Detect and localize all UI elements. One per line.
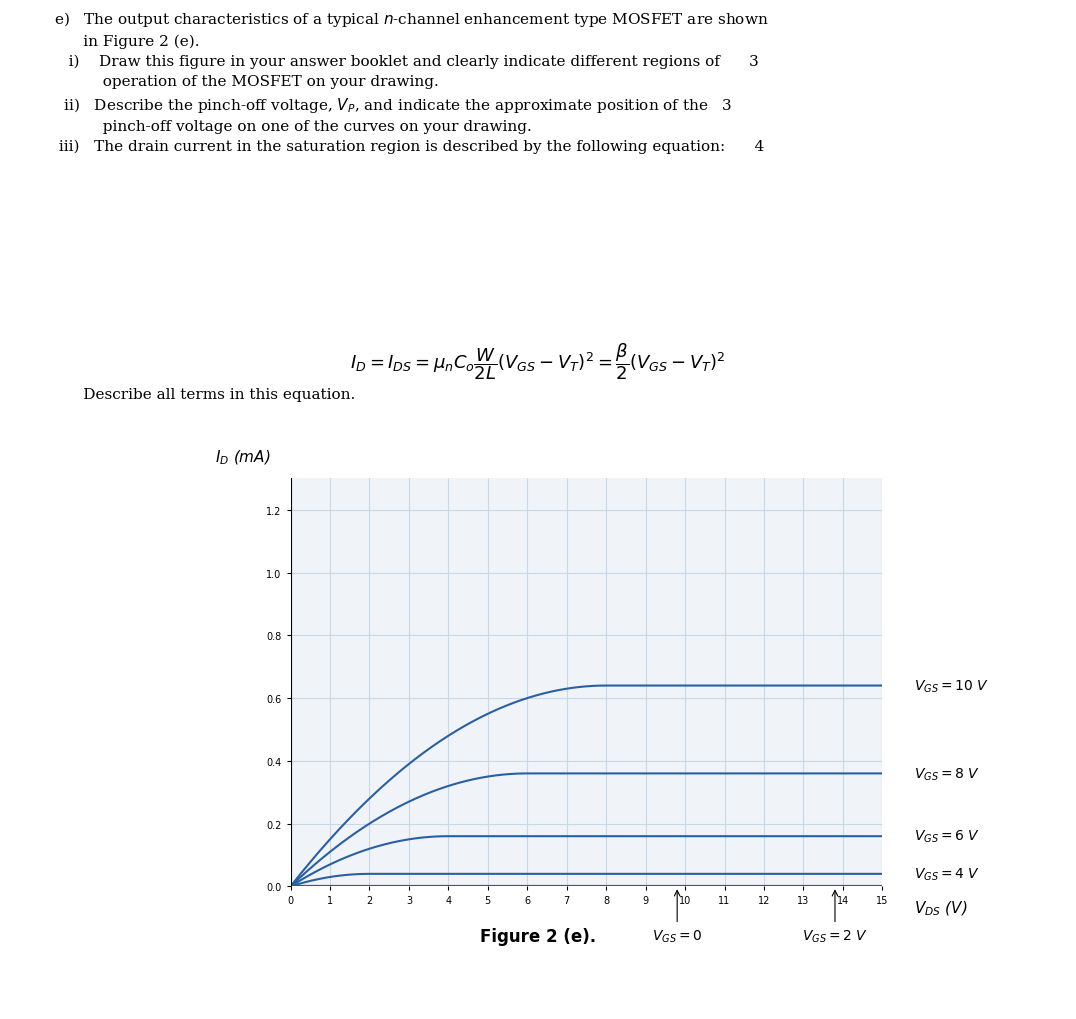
- Text: $V_{GS} = 8$ V: $V_{GS} = 8$ V: [914, 765, 980, 782]
- Text: $V_{GS} = 4$ V: $V_{GS} = 4$ V: [914, 866, 980, 882]
- Text: $V_{GS} = 6$ V: $V_{GS} = 6$ V: [914, 828, 980, 845]
- Text: $V_{DS}$ (V): $V_{DS}$ (V): [914, 899, 967, 917]
- Text: $I_D = I_{DS} = \mu_n C_o \dfrac{W}{2L}(V_{GS} - V_T)^2 = \dfrac{\beta}{2}(V_{GS: $I_D = I_{DS} = \mu_n C_o \dfrac{W}{2L}(…: [350, 341, 726, 382]
- Text: $V_{GS} = 2$ V: $V_{GS} = 2$ V: [802, 891, 868, 944]
- Text: $V_{GS} = 10$ V: $V_{GS} = 10$ V: [914, 678, 989, 694]
- Text: Describe all terms in this equation.: Describe all terms in this equation.: [54, 387, 355, 401]
- Text: $I_D$ (mA): $I_D$ (mA): [215, 448, 271, 467]
- Text: Figure 2 (e).: Figure 2 (e).: [480, 927, 596, 946]
- Text: e)   The output characteristics of a typical $n$-channel enhancement type MOSFET: e) The output characteristics of a typic…: [54, 10, 768, 154]
- Text: $V_{GS} = 0$: $V_{GS} = 0$: [652, 891, 703, 944]
